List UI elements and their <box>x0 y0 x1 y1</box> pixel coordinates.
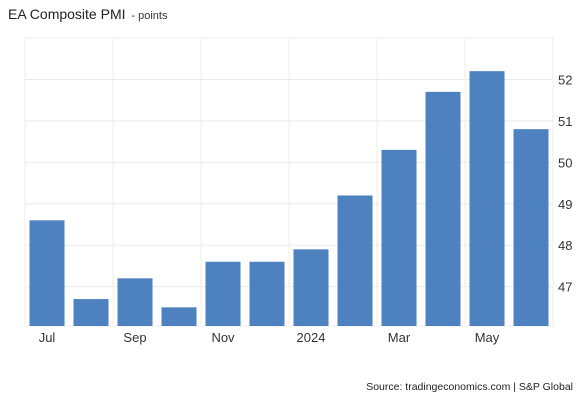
bar-mar <box>381 149 417 326</box>
x-tick-label: 2024 <box>297 330 326 345</box>
bar-may <box>469 71 505 326</box>
bar-jun <box>513 129 549 326</box>
chart-title: EA Composite PMI - points <box>8 6 167 22</box>
x-tick-label: Mar <box>388 330 411 345</box>
chart-subtitle: - points <box>131 10 168 22</box>
grid-lines <box>24 37 554 327</box>
x-axis-ticks: Jul Sep Nov 2024 Mar May <box>39 330 500 345</box>
x-tick-label: Jul <box>39 330 56 345</box>
bar-dec <box>249 261 285 326</box>
bar-oct <box>161 307 197 326</box>
y-tick-label: 48 <box>558 238 572 253</box>
y-tick-label: 51 <box>558 114 572 129</box>
y-axis-ticks: 47 48 49 50 51 52 <box>558 72 572 294</box>
y-tick-label: 52 <box>558 72 572 87</box>
x-tick-label: Nov <box>211 330 235 345</box>
bars <box>29 71 549 326</box>
chart-title-text: EA Composite PMI <box>8 6 126 22</box>
bar-jul <box>29 220 65 326</box>
x-tick-label: May <box>475 330 500 345</box>
x-tick-label: Sep <box>123 330 146 345</box>
bar-2024 <box>293 249 329 326</box>
source-note: Source: tradingeconomics.com | S&P Globa… <box>366 381 573 393</box>
bar-apr <box>425 91 461 326</box>
y-tick-label: 50 <box>558 155 572 170</box>
bar-feb <box>337 195 373 326</box>
y-tick-label: 49 <box>558 197 572 212</box>
bar-aug <box>73 299 109 326</box>
bar-nov <box>205 261 241 326</box>
bar-sep <box>117 278 153 326</box>
y-tick-label: 47 <box>558 280 572 295</box>
